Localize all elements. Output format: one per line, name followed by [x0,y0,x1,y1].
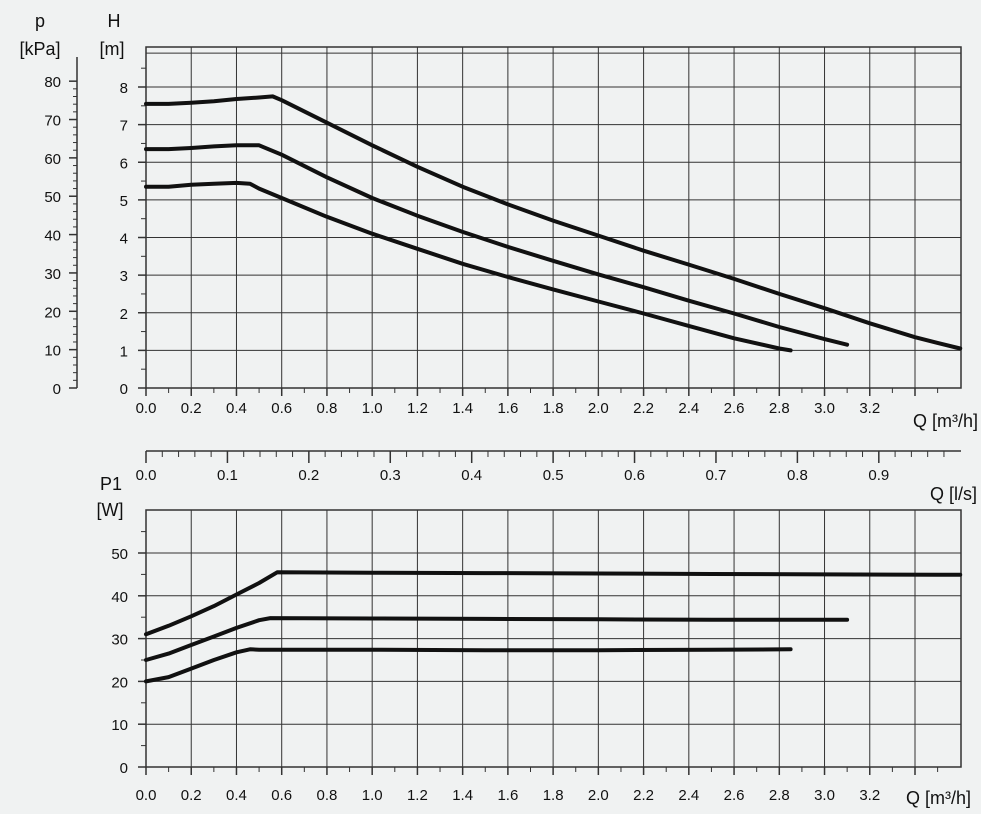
head-axis-label: H [108,11,121,31]
power-curve-2 [144,616,850,662]
power-x-tick-label: 2.6 [724,787,745,804]
power-x-tick-label: 2.2 [633,787,654,804]
power-curve-3 [144,570,963,637]
head-x-tick-label: 1.2 [407,400,428,417]
power-x-tick-label: 1.4 [452,787,473,804]
pressure-y-tick-label: 20 [44,304,61,321]
head-axis-unit: [m] [100,39,125,59]
power-x-tick-label: 0.0 [136,787,157,804]
pressure-y-tick-label: 60 [44,151,61,168]
flow-ls-tick-label: 0.1 [217,467,238,484]
pressure-y-tick-label: 10 [44,343,61,360]
pressure-y-tick-label: 70 [44,113,61,130]
flow-ls-tick-label: 0.7 [706,467,727,484]
power-x-tick-label: 2.0 [588,787,609,804]
head-x-tick-label: 0.6 [271,400,292,417]
flow-ls-tick-label: 0.9 [868,467,889,484]
power-x-tick-label: 0.8 [317,787,338,804]
power-x-tick-label: 3.2 [859,787,880,804]
pressure-y-tick-label: 40 [44,228,61,245]
head-x-tick-label: 1.4 [452,400,473,417]
flow-ls-tick-label: 0.3 [380,467,401,484]
power-x-tick-label: 0.2 [181,787,202,804]
power-x-tick-label: 3.0 [814,787,835,804]
head-y-tick-label: 5 [120,193,128,210]
power-x-tick-label: 1.2 [407,787,428,804]
head-x-tick-label: 0.0 [136,400,157,417]
head-y-tick-label: 4 [120,231,128,248]
head-y-tick-label: 0 [120,381,128,398]
pressure-y-tick-label: 50 [44,189,61,206]
pressure-y-tick-label: 0 [53,381,61,398]
head-x-tick-label: 2.2 [633,400,654,417]
head-x-tick-label: 2.8 [769,400,790,417]
power-x-tick-label: 2.4 [678,787,699,804]
head-x-tick-label: 3.0 [814,400,835,417]
head-y-tick-label: 8 [120,80,128,97]
flow-ls-tick-label: 0.8 [787,467,808,484]
power-axis-label: P1 [100,474,122,494]
power-x-axis-label: Q [m³/h] [906,788,971,808]
head-x-axis-label: Q [m³/h] [913,411,978,431]
head-x-tick-label: 1.6 [497,400,518,417]
head-x-tick-label: 0.4 [226,400,247,417]
power-axis-unit: [W] [97,500,124,520]
pressure-y-tick-label: 30 [44,266,61,283]
flow-ls-tick-label: 0.6 [624,467,645,484]
head-curve-2 [144,143,850,347]
head-y-tick-label: 2 [120,306,128,323]
flow-ls-axis-label: Q [l/s] [930,484,977,504]
power-x-tick-label: 1.8 [543,787,564,804]
power-x-tick-label: 0.4 [226,787,247,804]
power-y-tick-label: 30 [111,632,128,649]
head-x-tick-label: 1.0 [362,400,383,417]
pressure-axis-label: p [35,11,45,31]
power-x-tick-label: 1.0 [362,787,383,804]
head-x-tick-label: 2.0 [588,400,609,417]
power-y-tick-label: 20 [111,674,128,691]
head-y-tick-label: 3 [120,268,128,285]
head-x-tick-label: 3.2 [859,400,880,417]
power-y-tick-label: 40 [111,589,128,606]
flow-ls-tick-label: 0.4 [461,467,482,484]
head-y-tick-label: 1 [120,343,128,360]
head-x-tick-label: 0.2 [181,400,202,417]
flow-ls-tick-label: 0.5 [543,467,564,484]
power-y-tick-label: 0 [120,760,128,777]
head-curve-1 [144,180,793,353]
head-y-tick-label: 6 [120,155,128,172]
head-x-tick-label: 2.4 [678,400,699,417]
pressure-y-tick-label: 80 [44,74,61,91]
power-x-tick-label: 1.6 [497,787,518,804]
head-x-tick-label: 1.8 [543,400,564,417]
flow-ls-tick-label: 0.2 [298,467,319,484]
head-x-tick-label: 0.8 [317,400,338,417]
head-curve-3 [144,94,963,351]
power-curve-1 [144,647,793,684]
flow-ls-tick-label: 0.0 [136,467,157,484]
head-x-tick-label: 2.6 [724,400,745,417]
power-x-tick-label: 0.6 [271,787,292,804]
power-x-tick-label: 2.8 [769,787,790,804]
power-y-tick-label: 50 [111,546,128,563]
power-y-tick-label: 10 [111,717,128,734]
pressure-axis-unit: [kPa] [19,39,60,59]
head-y-tick-label: 7 [120,118,128,135]
